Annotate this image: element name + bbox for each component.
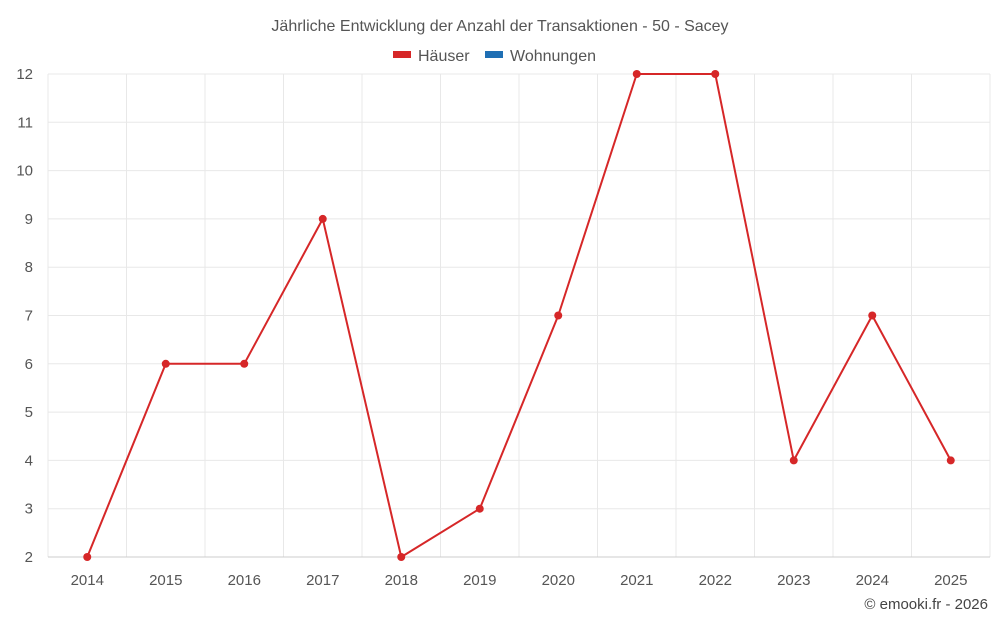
legend: Häuser Wohnungen (393, 48, 596, 65)
y-tick-label: 11 (17, 114, 33, 131)
data-point[interactable] (711, 70, 720, 78)
y-tick-label: 10 (16, 163, 33, 180)
data-point[interactable] (240, 359, 249, 368)
data-point[interactable] (554, 311, 563, 320)
y-tick-label: 7 (25, 308, 33, 325)
legend-item-haeuser[interactable]: Häuser (393, 48, 470, 65)
x-tick-label: 2022 (699, 572, 732, 589)
x-tick-label: 2021 (620, 572, 653, 589)
x-tick-label: 2016 (228, 572, 261, 589)
y-tick-label: 12 (16, 66, 33, 83)
data-point[interactable] (475, 504, 484, 513)
series-line (86, 73, 952, 558)
series-haeuser (83, 70, 955, 561)
x-tick-label: 2024 (856, 572, 889, 589)
x-tick-label: 2019 (463, 572, 496, 589)
legend-item-wohnungen[interactable]: Wohnungen (485, 48, 596, 65)
y-tick-label: 8 (25, 259, 33, 276)
credit-text: © emooki.fr - 2026 (864, 596, 988, 613)
data-point[interactable] (946, 456, 955, 465)
x-tick-label: 2015 (149, 572, 182, 589)
legend-label-wohnungen: Wohnungen (510, 48, 596, 65)
data-point[interactable] (161, 359, 170, 368)
axes: 2 3 4 5 6 7 8 9 10 11 12 2014 2015 2016 2017 2018 2019 20… (16, 66, 990, 589)
x-tick-label: 2018 (385, 572, 418, 589)
data-point[interactable] (83, 553, 92, 561)
x-tick-label: 2025 (934, 572, 967, 589)
y-tick-label: 9 (25, 211, 33, 228)
grid (47, 73, 991, 558)
data-point[interactable] (397, 553, 406, 561)
legend-swatch-wohnungen (485, 51, 503, 58)
x-tick-label: 2017 (306, 572, 339, 589)
x-tick-label: 2014 (71, 572, 104, 589)
y-tick-label: 2 (25, 549, 33, 566)
chart-title: Jährliche Entwicklung der Anzahl der Tra… (271, 18, 728, 35)
y-tick-label: 3 (25, 501, 33, 518)
legend-label-haeuser: Häuser (418, 48, 470, 65)
x-tick-label: 2023 (777, 572, 810, 589)
data-point[interactable] (632, 70, 641, 78)
y-tick-label: 6 (25, 356, 33, 373)
legend-swatch-haeuser (393, 51, 411, 58)
y-tick-label: 5 (25, 404, 33, 421)
data-point[interactable] (789, 456, 798, 465)
x-tick-label: 2020 (542, 572, 575, 589)
data-point[interactable] (868, 311, 877, 320)
data-point[interactable] (318, 214, 327, 223)
y-tick-label: 4 (25, 452, 33, 469)
